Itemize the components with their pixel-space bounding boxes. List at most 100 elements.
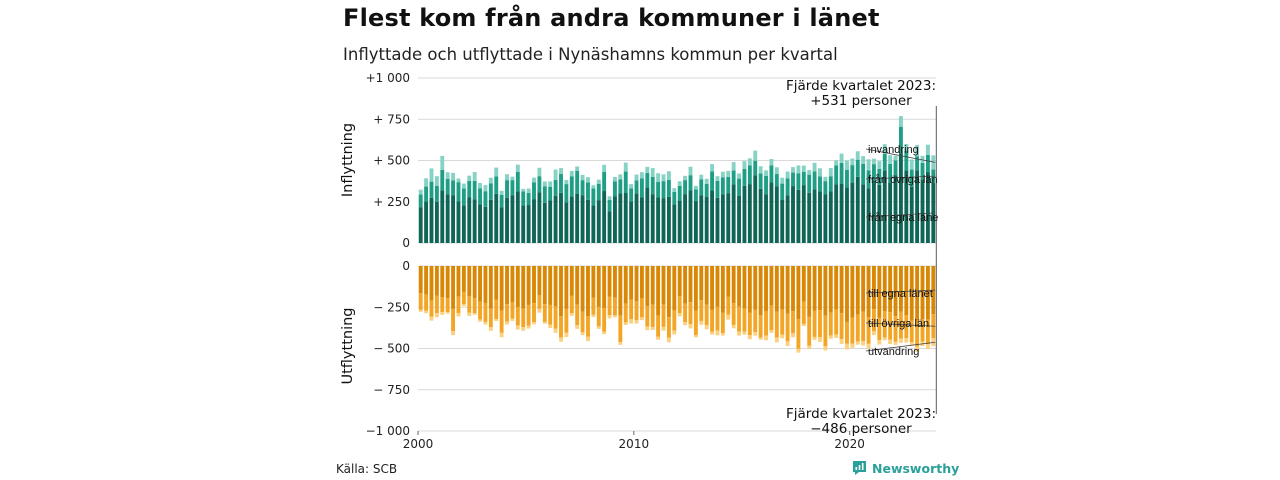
bar-segment: [850, 182, 855, 243]
bar-segment: [424, 186, 429, 202]
bar-segment: [909, 266, 914, 321]
bar-segment: [791, 172, 795, 187]
bar-segment: [505, 197, 509, 243]
bar-segment: [602, 307, 607, 332]
bar-segment: [877, 340, 882, 345]
bar-segment: [472, 199, 477, 243]
bar-segment: [429, 266, 434, 301]
bar-segment: [866, 266, 871, 317]
bar-segment: [688, 302, 693, 325]
bar-segment: [602, 331, 607, 335]
bar-segment: [710, 190, 715, 243]
bar-segment: [753, 160, 758, 176]
bar-segment: [898, 311, 903, 339]
bar-segment: [564, 266, 569, 309]
bar-segment: [828, 266, 833, 313]
bar-segment: [483, 302, 488, 322]
bar-segment: [650, 194, 655, 243]
bar-segment: [629, 188, 634, 202]
bar-segment: [424, 310, 429, 314]
bar-segment: [801, 185, 806, 243]
y-tick-label: + 500: [373, 154, 410, 168]
bar-segment: [629, 319, 634, 324]
bar-segment: [602, 164, 607, 172]
bar-segment: [866, 159, 871, 171]
bar-segment: [861, 163, 866, 185]
bar-segment: [559, 266, 563, 317]
bar-segment: [445, 312, 450, 314]
bar-segment: [764, 335, 768, 341]
bar-segment: [478, 301, 482, 320]
bar-segment: [483, 206, 488, 243]
bar-segment: [672, 310, 677, 331]
bar-segment: [699, 195, 704, 243]
bar-segment: [780, 266, 785, 310]
bar-segment: [791, 311, 795, 334]
bar-segment: [532, 322, 536, 325]
bar-segment: [861, 266, 866, 312]
bar-segment: [823, 181, 828, 195]
bar-segment: [607, 266, 612, 297]
bar-segment: [532, 266, 536, 304]
bar-segment: [888, 182, 893, 243]
bar-segment: [925, 172, 930, 243]
bar-segment: [434, 313, 439, 318]
bar-segment: [688, 166, 693, 176]
bar-segment: [672, 191, 677, 205]
bar-segment: [521, 188, 526, 192]
bar-segment: [656, 336, 661, 340]
bar-segment: [823, 194, 828, 243]
bar-segment: [796, 173, 801, 190]
bar-segment: [472, 266, 477, 299]
bar-segment: [877, 266, 882, 318]
bar-segment: [623, 266, 628, 304]
bar-segment: [882, 337, 887, 341]
bar-segment: [904, 144, 909, 151]
bar-segment: [672, 188, 677, 192]
bar-segment: [758, 173, 763, 189]
bar-segment: [488, 177, 493, 184]
bar-segment: [699, 320, 704, 325]
bar-segment: [812, 310, 817, 337]
bar-segment: [920, 155, 925, 163]
y-tick-label: 0: [402, 236, 410, 250]
bar-segment: [661, 266, 666, 305]
bar-segment: [478, 319, 482, 322]
bar-segment: [672, 330, 677, 335]
bar-segment: [747, 335, 752, 340]
bar-segment: [753, 175, 758, 243]
y-tick-label: + 250: [373, 195, 410, 209]
bar-segment: [672, 204, 677, 243]
bar-segment: [683, 266, 688, 304]
bar-segment: [569, 266, 574, 296]
axes: 0 + 250 + 500 + 750 +1 000 Inflyttning 0 − 250 −…: [340, 71, 936, 451]
bar-segment: [737, 266, 741, 307]
bar-segment: [758, 315, 763, 338]
bar-segment: [742, 161, 747, 169]
brand: Newsworthy: [852, 460, 959, 476]
bar-segment: [693, 201, 698, 243]
bar-segment: [818, 337, 822, 342]
bar-segment: [780, 334, 785, 339]
bar-segment: [764, 266, 768, 312]
bar-segment: [850, 317, 855, 344]
bar-segment: [542, 202, 547, 243]
chart-subtitle: Inflyttade och utflyttade i Nynäshamns k…: [343, 45, 838, 64]
bar-segment: [909, 159, 914, 170]
bar-segment: [499, 207, 504, 243]
bar-segment: [715, 180, 720, 198]
bar-segment: [737, 306, 741, 332]
bar-segment: [586, 336, 590, 342]
bar-segment: [818, 266, 822, 311]
bar-segment: [467, 197, 472, 243]
bar-segment: [855, 176, 860, 243]
annotations: Fjärde kvartalet 2023:+531 personerFjärd…: [786, 78, 937, 437]
bar-segment: [591, 205, 596, 243]
bar-segment: [467, 296, 472, 313]
bar-segment: [731, 324, 736, 329]
bar-segment: [834, 184, 839, 243]
bar-segment: [807, 174, 812, 193]
bar-segment: [623, 171, 628, 194]
y-tick-label: − 750: [373, 383, 410, 397]
bar-segment: [823, 346, 828, 351]
